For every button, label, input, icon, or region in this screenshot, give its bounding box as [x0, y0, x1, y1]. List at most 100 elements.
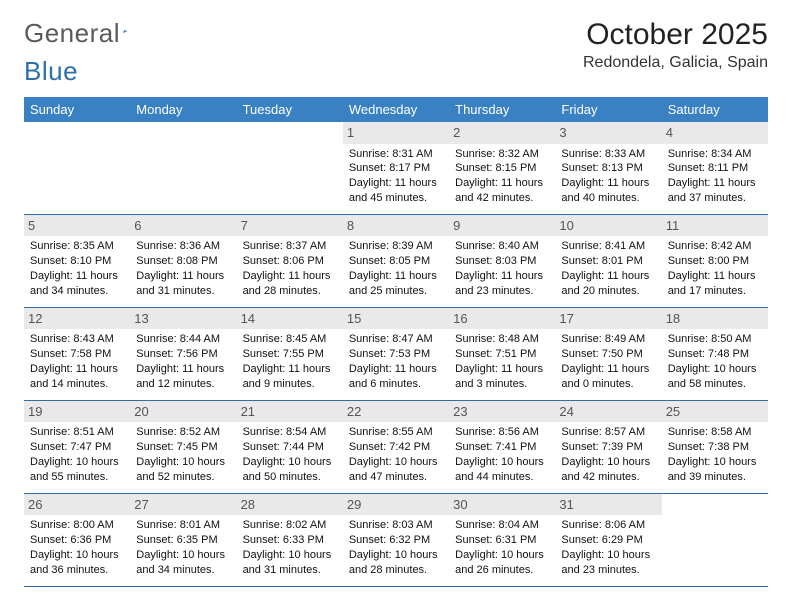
calendar-day-cell: 25Sunrise: 8:58 AMSunset: 7:38 PMDayligh… — [662, 400, 768, 493]
day-info: Sunrise: 8:01 AMSunset: 6:35 PMDaylight:… — [136, 518, 230, 577]
calendar-day-cell: 22Sunrise: 8:55 AMSunset: 7:42 PMDayligh… — [343, 400, 449, 493]
day-number: 13 — [130, 308, 236, 330]
brand-part1: General — [24, 18, 120, 49]
day-number: 14 — [237, 308, 343, 330]
day-number: 15 — [343, 308, 449, 330]
calendar-day-cell: 7Sunrise: 8:37 AMSunset: 8:06 PMDaylight… — [237, 214, 343, 307]
calendar-week-row: 1Sunrise: 8:31 AMSunset: 8:17 PMDaylight… — [24, 122, 768, 214]
calendar-day-cell: 3Sunrise: 8:33 AMSunset: 8:13 PMDaylight… — [555, 122, 661, 214]
weekday-header: Sunday — [24, 97, 130, 122]
calendar-body: 1Sunrise: 8:31 AMSunset: 8:17 PMDaylight… — [24, 122, 768, 586]
day-number: 28 — [237, 494, 343, 516]
weekday-header: Saturday — [662, 97, 768, 122]
day-info: Sunrise: 8:39 AMSunset: 8:05 PMDaylight:… — [349, 239, 443, 298]
weekday-header: Monday — [130, 97, 236, 122]
calendar-day-cell: 24Sunrise: 8:57 AMSunset: 7:39 PMDayligh… — [555, 400, 661, 493]
day-number: 8 — [343, 215, 449, 237]
day-info: Sunrise: 8:34 AMSunset: 8:11 PMDaylight:… — [668, 147, 762, 206]
day-number: 22 — [343, 401, 449, 423]
weekday-header-row: Sunday Monday Tuesday Wednesday Thursday… — [24, 97, 768, 122]
calendar-day-cell: 23Sunrise: 8:56 AMSunset: 7:41 PMDayligh… — [449, 400, 555, 493]
calendar-day-cell: 19Sunrise: 8:51 AMSunset: 7:47 PMDayligh… — [24, 400, 130, 493]
day-info: Sunrise: 8:42 AMSunset: 8:00 PMDaylight:… — [668, 239, 762, 298]
day-info: Sunrise: 8:41 AMSunset: 8:01 PMDaylight:… — [561, 239, 655, 298]
day-number: 7 — [237, 215, 343, 237]
day-number: 24 — [555, 401, 661, 423]
day-info: Sunrise: 8:03 AMSunset: 6:32 PMDaylight:… — [349, 518, 443, 577]
location-subtitle: Redondela, Galicia, Spain — [583, 54, 768, 72]
calendar-week-row: 12Sunrise: 8:43 AMSunset: 7:58 PMDayligh… — [24, 307, 768, 400]
calendar-day-cell: 10Sunrise: 8:41 AMSunset: 8:01 PMDayligh… — [555, 214, 661, 307]
weekday-header: Wednesday — [343, 97, 449, 122]
brand-sail-icon — [123, 21, 127, 41]
day-number: 3 — [555, 122, 661, 144]
day-info: Sunrise: 8:47 AMSunset: 7:53 PMDaylight:… — [349, 332, 443, 391]
day-number: 20 — [130, 401, 236, 423]
weekday-header: Friday — [555, 97, 661, 122]
day-number: 27 — [130, 494, 236, 516]
calendar-day-cell: 6Sunrise: 8:36 AMSunset: 8:08 PMDaylight… — [130, 214, 236, 307]
weekday-header: Tuesday — [237, 97, 343, 122]
calendar-day-cell: 21Sunrise: 8:54 AMSunset: 7:44 PMDayligh… — [237, 400, 343, 493]
calendar-day-cell — [130, 122, 236, 214]
day-info: Sunrise: 8:55 AMSunset: 7:42 PMDaylight:… — [349, 425, 443, 484]
calendar-table: Sunday Monday Tuesday Wednesday Thursday… — [24, 97, 768, 587]
calendar-week-row: 5Sunrise: 8:35 AMSunset: 8:10 PMDaylight… — [24, 214, 768, 307]
day-info: Sunrise: 8:32 AMSunset: 8:15 PMDaylight:… — [455, 147, 549, 206]
title-block: October 2025 Redondela, Galicia, Spain — [583, 18, 768, 72]
calendar-day-cell: 9Sunrise: 8:40 AMSunset: 8:03 PMDaylight… — [449, 214, 555, 307]
day-info: Sunrise: 8:31 AMSunset: 8:17 PMDaylight:… — [349, 147, 443, 206]
day-info: Sunrise: 8:52 AMSunset: 7:45 PMDaylight:… — [136, 425, 230, 484]
calendar-day-cell: 8Sunrise: 8:39 AMSunset: 8:05 PMDaylight… — [343, 214, 449, 307]
calendar-day-cell: 18Sunrise: 8:50 AMSunset: 7:48 PMDayligh… — [662, 307, 768, 400]
day-number: 18 — [662, 308, 768, 330]
day-number: 21 — [237, 401, 343, 423]
calendar-day-cell: 27Sunrise: 8:01 AMSunset: 6:35 PMDayligh… — [130, 493, 236, 586]
calendar-day-cell: 11Sunrise: 8:42 AMSunset: 8:00 PMDayligh… — [662, 214, 768, 307]
day-number: 9 — [449, 215, 555, 237]
day-number: 6 — [130, 215, 236, 237]
day-info: Sunrise: 8:48 AMSunset: 7:51 PMDaylight:… — [455, 332, 549, 391]
day-info: Sunrise: 8:37 AMSunset: 8:06 PMDaylight:… — [243, 239, 337, 298]
day-number: 25 — [662, 401, 768, 423]
calendar-day-cell: 30Sunrise: 8:04 AMSunset: 6:31 PMDayligh… — [449, 493, 555, 586]
day-number: 23 — [449, 401, 555, 423]
day-number: 5 — [24, 215, 130, 237]
day-info: Sunrise: 8:54 AMSunset: 7:44 PMDaylight:… — [243, 425, 337, 484]
calendar-day-cell: 14Sunrise: 8:45 AMSunset: 7:55 PMDayligh… — [237, 307, 343, 400]
day-number: 2 — [449, 122, 555, 144]
day-number: 4 — [662, 122, 768, 144]
day-info: Sunrise: 8:02 AMSunset: 6:33 PMDaylight:… — [243, 518, 337, 577]
calendar-day-cell: 13Sunrise: 8:44 AMSunset: 7:56 PMDayligh… — [130, 307, 236, 400]
day-number: 11 — [662, 215, 768, 237]
day-number: 30 — [449, 494, 555, 516]
calendar-day-cell: 20Sunrise: 8:52 AMSunset: 7:45 PMDayligh… — [130, 400, 236, 493]
day-number: 19 — [24, 401, 130, 423]
day-number: 26 — [24, 494, 130, 516]
calendar-day-cell: 16Sunrise: 8:48 AMSunset: 7:51 PMDayligh… — [449, 307, 555, 400]
brand-logo: General — [24, 18, 149, 49]
calendar-day-cell: 26Sunrise: 8:00 AMSunset: 6:36 PMDayligh… — [24, 493, 130, 586]
day-number: 29 — [343, 494, 449, 516]
day-info: Sunrise: 8:57 AMSunset: 7:39 PMDaylight:… — [561, 425, 655, 484]
day-number: 31 — [555, 494, 661, 516]
calendar-week-row: 26Sunrise: 8:00 AMSunset: 6:36 PMDayligh… — [24, 493, 768, 586]
day-info: Sunrise: 8:06 AMSunset: 6:29 PMDaylight:… — [561, 518, 655, 577]
calendar-day-cell: 29Sunrise: 8:03 AMSunset: 6:32 PMDayligh… — [343, 493, 449, 586]
day-info: Sunrise: 8:04 AMSunset: 6:31 PMDaylight:… — [455, 518, 549, 577]
day-info: Sunrise: 8:40 AMSunset: 8:03 PMDaylight:… — [455, 239, 549, 298]
month-title: October 2025 — [583, 18, 768, 52]
day-number: 12 — [24, 308, 130, 330]
calendar-day-cell: 1Sunrise: 8:31 AMSunset: 8:17 PMDaylight… — [343, 122, 449, 214]
day-number: 17 — [555, 308, 661, 330]
calendar-day-cell: 2 Sunrise: 8:32 AMSunset: 8:15 PMDaylight… — [449, 122, 555, 214]
calendar-day-cell: 12Sunrise: 8:43 AMSunset: 7:58 PMDayligh… — [24, 307, 130, 400]
day-info: Sunrise: 8:43 AMSunset: 7:58 PMDaylight:… — [30, 332, 124, 391]
calendar-day-cell — [237, 122, 343, 214]
calendar-week-row: 19Sunrise: 8:51 AMSunset: 7:47 PMDayligh… — [24, 400, 768, 493]
day-info: Sunrise: 8:00 AMSunset: 6:36 PMDaylight:… — [30, 518, 124, 577]
calendar-day-cell: 17Sunrise: 8:49 AMSunset: 7:50 PMDayligh… — [555, 307, 661, 400]
day-info: Sunrise: 8:58 AMSunset: 7:38 PMDaylight:… — [668, 425, 762, 484]
brand-part2: Blue — [24, 56, 78, 87]
day-info: Sunrise: 8:35 AMSunset: 8:10 PMDaylight:… — [30, 239, 124, 298]
